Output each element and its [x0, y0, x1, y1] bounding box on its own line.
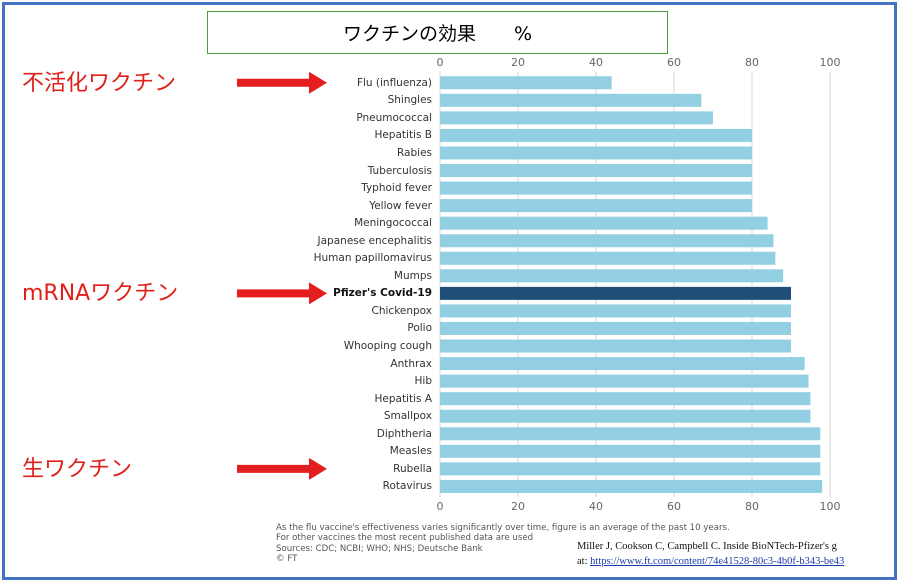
annotation-arrow — [237, 457, 327, 480]
bottom-tick-label: 80 — [745, 500, 759, 513]
bar — [440, 392, 811, 406]
category-label: Hepatitis B — [374, 129, 432, 142]
bar — [440, 146, 752, 160]
top-tick-label: 20 — [511, 56, 525, 69]
annotation-label: mRNAワクチン — [22, 281, 179, 307]
slide-title: ワクチンの効果 % — [207, 11, 668, 54]
bar — [440, 409, 811, 423]
bar — [440, 181, 752, 195]
chart-footnote: As the flu vaccine's effectiveness varie… — [276, 523, 730, 565]
category-label: Mumps — [393, 269, 432, 282]
bottom-tick-label: 0 — [437, 500, 444, 513]
category-label: Flu (influenza) — [356, 76, 432, 89]
citation-link-line: at: https://www.ft.com/content/74e41528-… — [577, 556, 890, 567]
category-label: Hepatitis A — [374, 392, 432, 405]
bar — [440, 339, 791, 353]
bar — [440, 479, 823, 493]
citation-line: Miller J, Cookson C, Campbell C. Inside … — [577, 541, 837, 552]
annotation-arrow — [237, 282, 327, 305]
bar — [440, 269, 784, 283]
bottom-tick-label: 60 — [667, 500, 681, 513]
category-label: Yellow fever — [369, 199, 432, 212]
category-label: Japanese encephalitis — [317, 234, 432, 247]
top-tick-label: 0 — [437, 56, 444, 69]
bar — [440, 128, 752, 142]
top-tick-label: 40 — [589, 56, 603, 69]
bar — [440, 462, 821, 476]
category-label: Chickenpox — [371, 304, 432, 317]
top-tick-label: 100 — [820, 56, 841, 69]
bar — [440, 444, 821, 458]
annotation-arrow — [237, 71, 327, 94]
annotation-label: 生ワクチン — [22, 456, 133, 482]
bar — [440, 427, 821, 441]
category-label: Meningococcal — [354, 217, 432, 230]
category-label: Smallpox — [383, 410, 432, 423]
category-label: Rubella — [393, 462, 432, 475]
category-label: Pneumococcal — [356, 111, 432, 124]
category-label: Rabies — [396, 146, 432, 159]
category-label: Whooping cough — [343, 340, 432, 353]
bar — [440, 321, 791, 335]
bar — [440, 286, 791, 300]
category-label: Anthrax — [390, 357, 432, 370]
citation-prefix: at: — [577, 556, 591, 567]
category-label: Measles — [389, 445, 432, 458]
top-tick-label: 80 — [745, 56, 759, 69]
bar — [440, 164, 752, 178]
top-tick-label: 60 — [667, 56, 681, 69]
bar — [440, 304, 791, 318]
bottom-tick-label: 100 — [820, 500, 841, 513]
category-label: Diphtheria — [376, 427, 432, 440]
bar — [440, 111, 713, 125]
category-label: Shingles — [387, 94, 432, 107]
category-label: Polio — [407, 322, 432, 335]
category-label: Tuberculosis — [367, 164, 432, 177]
category-label: Hib — [414, 375, 432, 388]
bottom-tick-label: 40 — [589, 500, 603, 513]
bar — [440, 251, 776, 265]
bottom-tick-label: 20 — [511, 500, 525, 513]
category-label: Typhoid fever — [361, 182, 432, 195]
bar — [440, 199, 752, 213]
annotation-label: 不活化ワクチン — [22, 70, 177, 96]
category-label: Human papillomavirus — [313, 252, 432, 265]
citation-link[interactable]: https://www.ft.com/content/74e41528-80c3… — [590, 556, 845, 567]
category-label: Pfizer's Covid-19 — [333, 287, 432, 300]
bar — [440, 357, 805, 371]
bar — [440, 76, 612, 90]
bar — [440, 374, 809, 388]
bar — [440, 234, 774, 248]
category-label: Rotavirus — [382, 480, 432, 493]
bar — [440, 216, 768, 230]
bar — [440, 93, 702, 107]
